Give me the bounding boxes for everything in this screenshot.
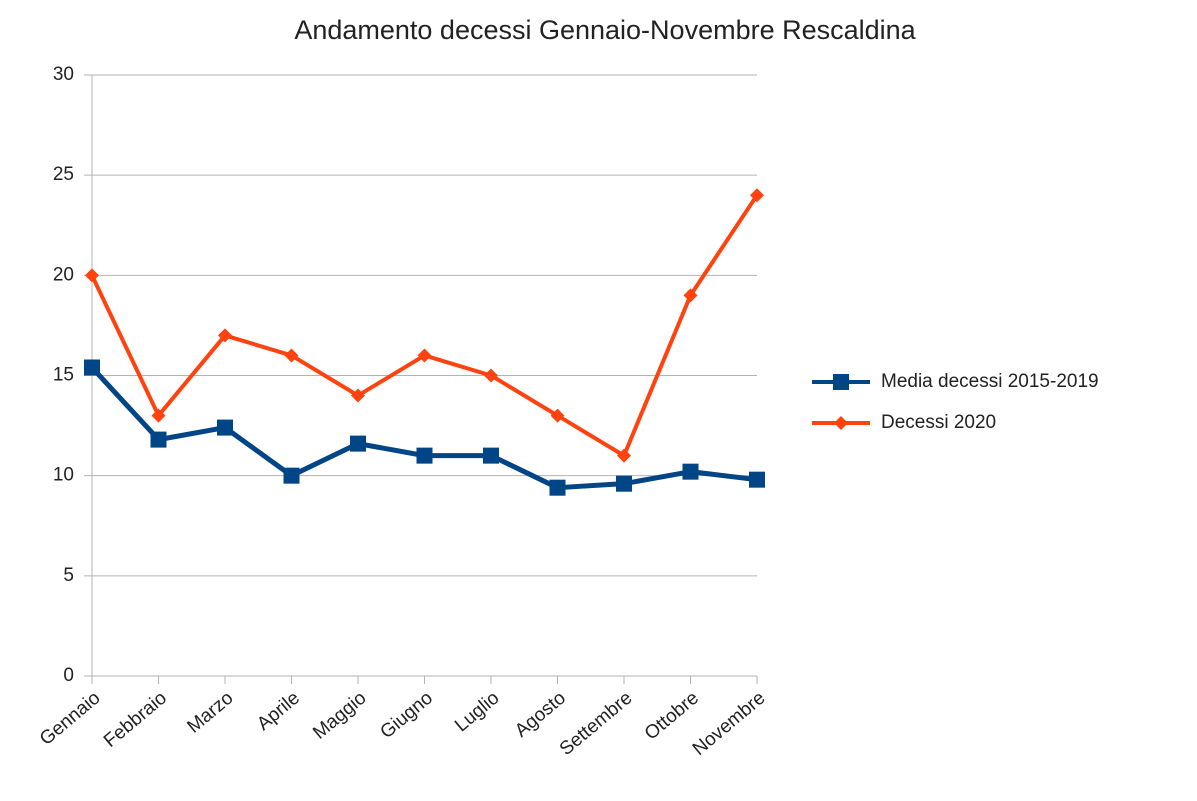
point (484, 368, 498, 383)
y-tick-label: 20 (53, 264, 74, 285)
point (217, 419, 233, 436)
x-tick-label: Luglio (451, 688, 503, 737)
chart-title: Andamento decessi Gennaio-Novembre Resca… (294, 15, 916, 45)
y-tick-label: 25 (53, 164, 74, 185)
point (617, 448, 631, 463)
point (749, 471, 765, 488)
legend-label: Media decessi 2015-2019 (881, 371, 1099, 392)
x-tick-label: Maggio (309, 688, 370, 744)
point (85, 268, 99, 283)
point (683, 288, 698, 303)
x-tick-label: Giugno (376, 688, 436, 743)
y-tick-label: 30 (53, 64, 74, 85)
line (90, 194, 759, 458)
x-tick-label: Novembre (689, 688, 770, 760)
point (283, 467, 300, 484)
point (284, 348, 299, 363)
x-tick-label: Settembre (556, 688, 637, 760)
x-tick-label: Marzo (183, 688, 237, 738)
x-tick-label: Agosto (511, 688, 570, 742)
y-tick-label: 0 (63, 665, 74, 686)
point (150, 431, 167, 448)
point (350, 435, 366, 452)
point (549, 479, 566, 496)
y-tick-label: 5 (63, 565, 74, 586)
point (151, 408, 166, 423)
point (218, 328, 232, 343)
point (682, 463, 699, 480)
point (550, 408, 565, 423)
point (84, 359, 100, 376)
point (351, 388, 365, 403)
point (616, 475, 632, 492)
x-tick-label: Ottobre (641, 688, 703, 745)
x-tick-label: Aprile (253, 688, 304, 735)
point (417, 348, 432, 363)
point (416, 447, 433, 464)
point (483, 447, 499, 464)
line (90, 365, 758, 491)
point (750, 188, 764, 203)
y-tick-label: 10 (53, 465, 74, 486)
x-tick-label: Gennaio (36, 688, 105, 750)
legend-marker (834, 416, 848, 430)
legend-label: Decessi 2020 (881, 412, 996, 433)
legend-marker (833, 374, 849, 390)
y-tick-label: 15 (53, 365, 74, 386)
x-tick-label: Febbraio (100, 688, 171, 752)
